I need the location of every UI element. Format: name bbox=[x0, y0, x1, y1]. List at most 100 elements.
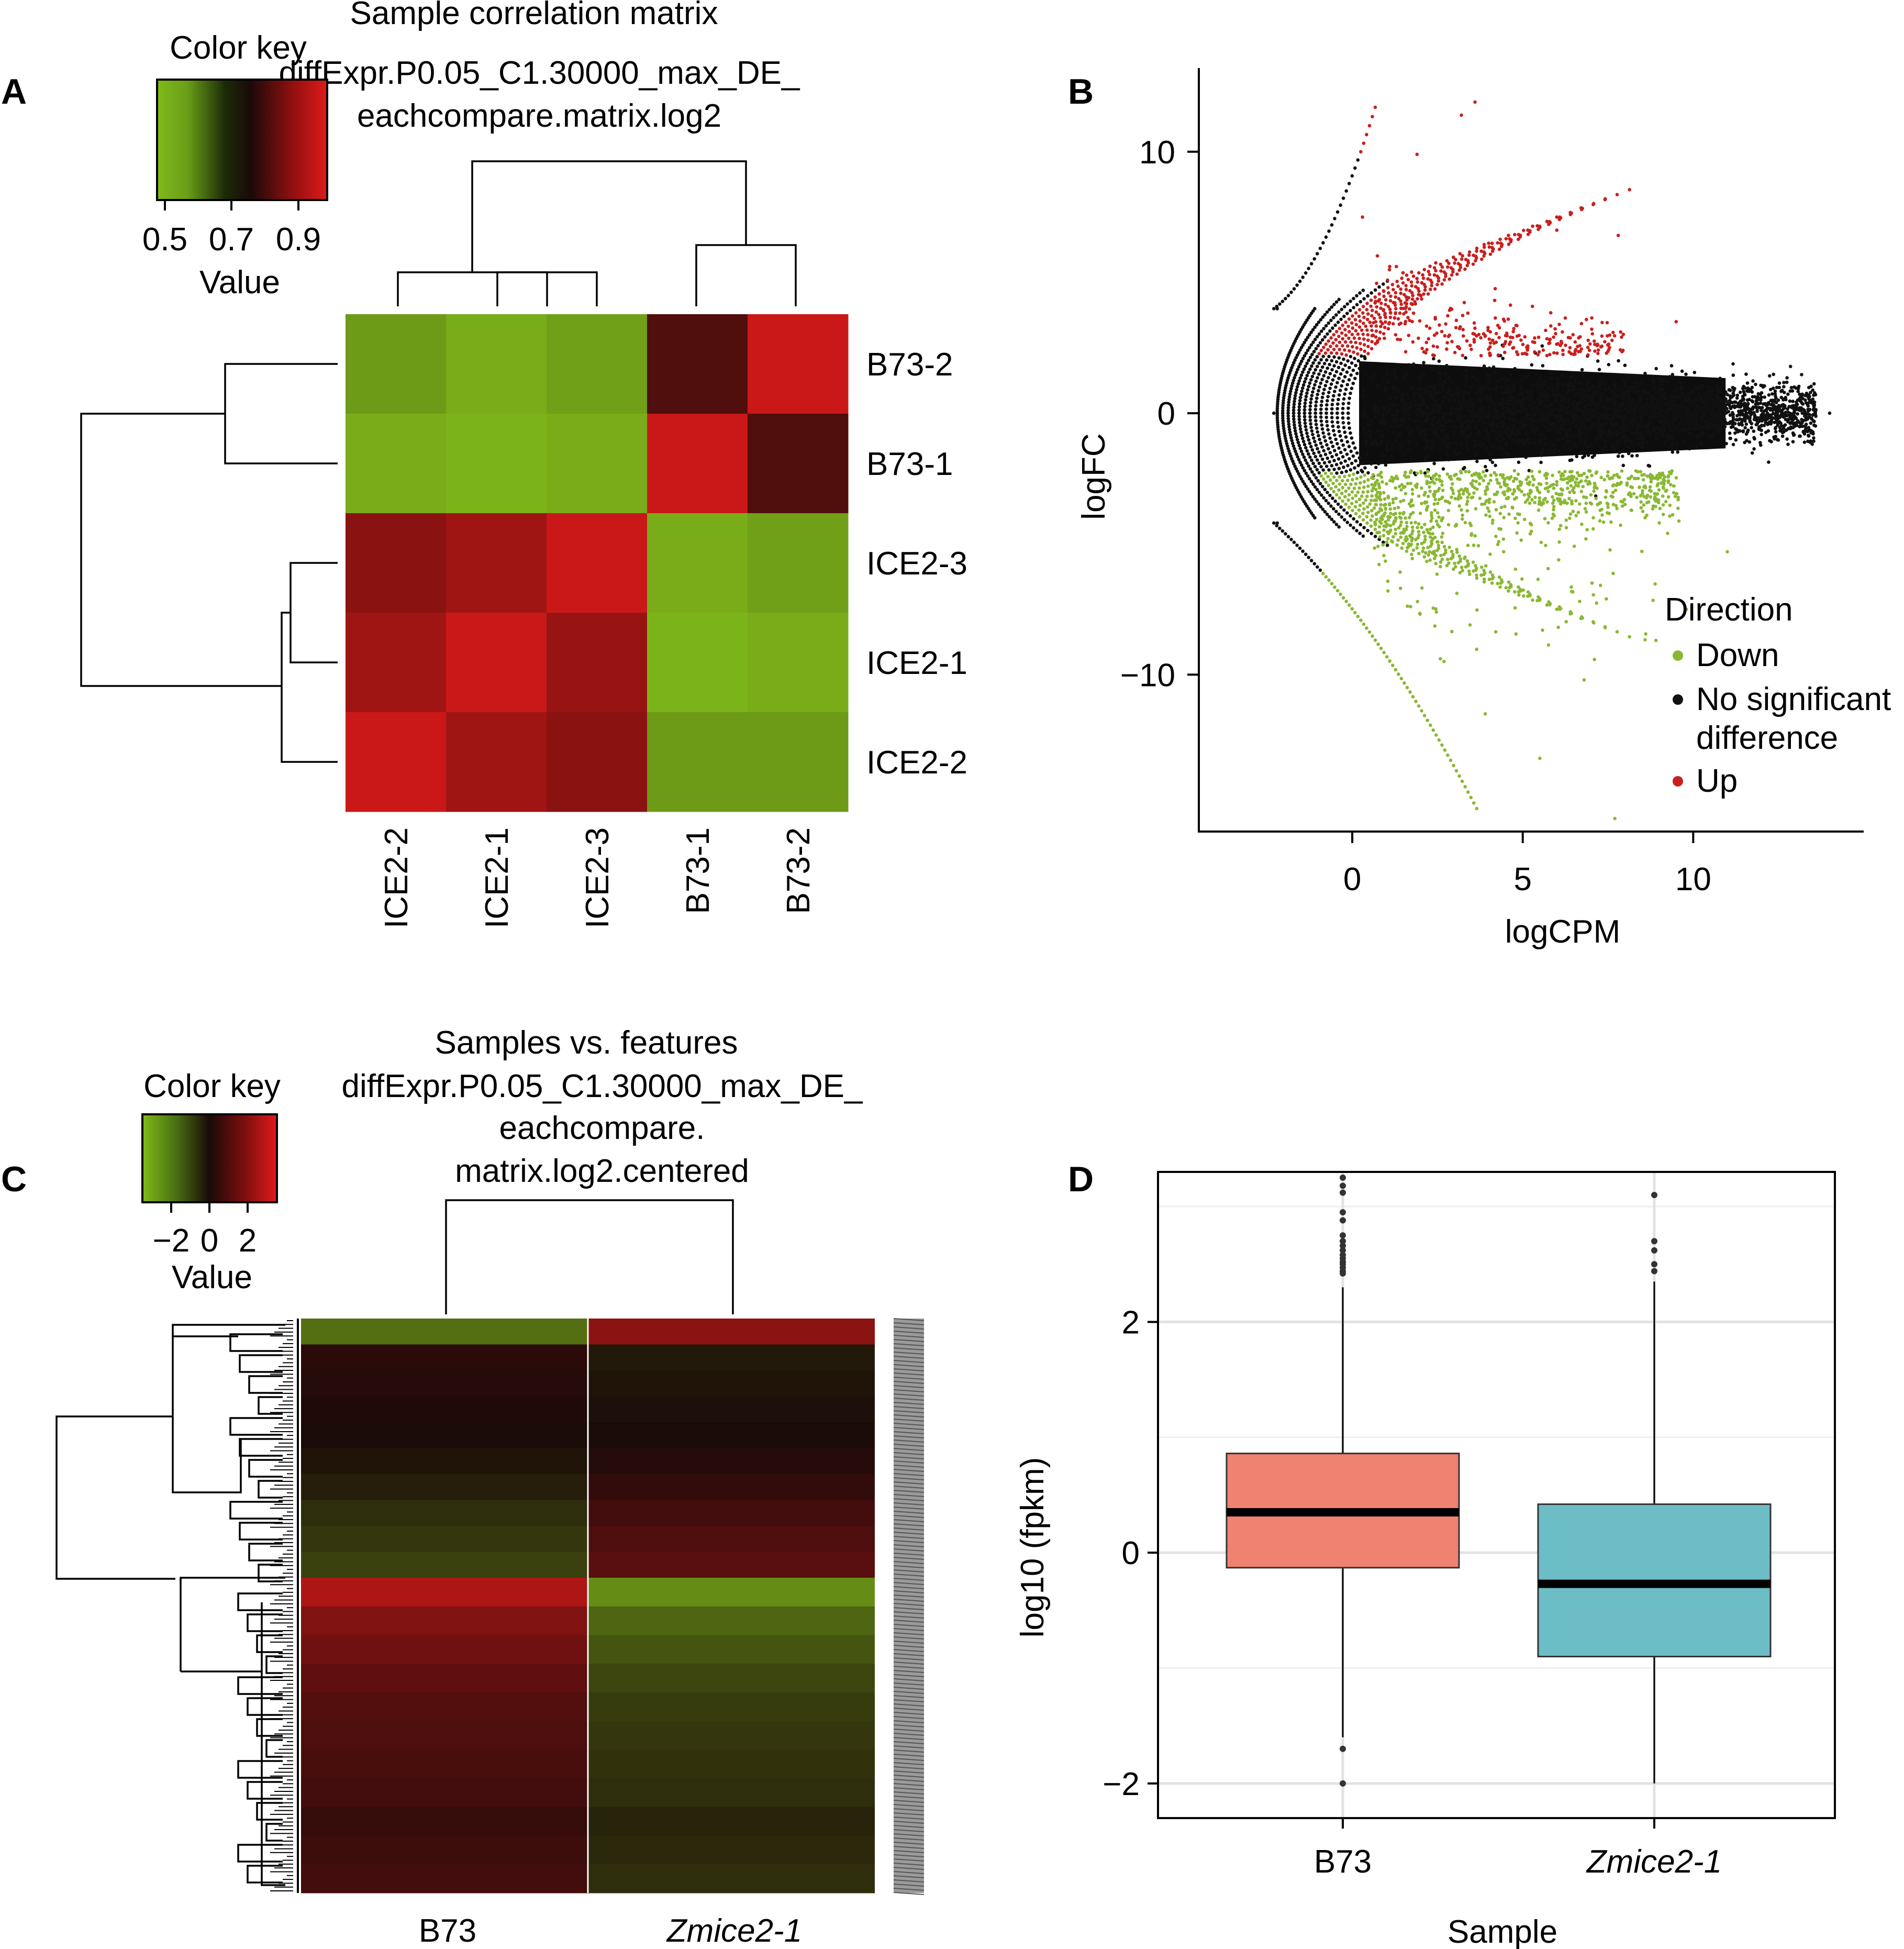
panel-b-point bbox=[1472, 338, 1476, 341]
panel-b-point bbox=[1568, 412, 1573, 416]
panel-b-point bbox=[1636, 437, 1640, 440]
panel-b-point bbox=[1321, 338, 1324, 342]
panel-b-point bbox=[1675, 386, 1679, 390]
panel-b-point bbox=[1571, 415, 1575, 418]
panel-b-point bbox=[1329, 351, 1333, 355]
panel-b-point bbox=[1406, 425, 1410, 429]
panel-b-point bbox=[1702, 406, 1706, 409]
panel-b-point bbox=[1507, 589, 1510, 593]
panel-b-point bbox=[1475, 459, 1479, 463]
panel-b-point bbox=[1356, 352, 1360, 356]
panel-b-point bbox=[1368, 502, 1372, 506]
panel-b-point bbox=[1487, 386, 1491, 391]
panel-b-point bbox=[1490, 460, 1495, 464]
panel-b-point bbox=[1350, 361, 1354, 365]
panel-b-point bbox=[1323, 370, 1328, 374]
panel-b-point bbox=[1406, 482, 1410, 485]
panel-b-point bbox=[1529, 391, 1532, 394]
panel-b-point bbox=[1304, 338, 1308, 342]
panel-b-point bbox=[1359, 347, 1363, 351]
panel-b-point bbox=[1346, 498, 1350, 502]
panel-b-point bbox=[1747, 390, 1751, 393]
panel-b-point bbox=[1365, 494, 1369, 499]
panel-b-point bbox=[1501, 473, 1505, 477]
panel-b-point bbox=[1339, 361, 1343, 366]
panel-b-point bbox=[1385, 427, 1389, 431]
panel-b-point bbox=[1413, 521, 1417, 525]
panel-b-point bbox=[1523, 351, 1527, 356]
panel-b-point bbox=[1585, 381, 1589, 385]
panel-b-point bbox=[1535, 420, 1539, 424]
panel-b-point bbox=[1340, 331, 1344, 335]
panel-b-point bbox=[1611, 330, 1615, 335]
panel-b-point bbox=[1357, 486, 1361, 490]
panel-b-point bbox=[1507, 386, 1511, 391]
panel-b-point bbox=[1518, 392, 1521, 396]
panel-b-point bbox=[1608, 413, 1611, 417]
panel-b-point bbox=[1413, 410, 1417, 414]
panel-b-point bbox=[1415, 425, 1419, 429]
panel-b-point bbox=[1451, 270, 1455, 274]
panel-b-point bbox=[1319, 454, 1322, 458]
panel-b-point bbox=[1774, 426, 1778, 429]
panel-b-point bbox=[1497, 326, 1501, 330]
panel-b-point bbox=[1344, 435, 1348, 439]
panel-b-point bbox=[1351, 478, 1354, 482]
panel-b-point bbox=[1468, 424, 1472, 428]
panel-b-point bbox=[1421, 549, 1424, 553]
panel-b-point bbox=[1312, 451, 1316, 455]
panel-b-point bbox=[1710, 405, 1714, 409]
panel-b-point bbox=[1437, 359, 1441, 363]
panel-b-point bbox=[1682, 404, 1686, 408]
panel-b-point bbox=[1321, 241, 1325, 245]
panel-b-point bbox=[1438, 474, 1441, 478]
panel-b-point bbox=[1396, 284, 1400, 288]
panel-b-point bbox=[1302, 415, 1307, 418]
panel-b-point bbox=[1315, 323, 1319, 327]
panel-b-point bbox=[1535, 488, 1540, 492]
panel-b-point bbox=[1326, 456, 1329, 460]
panel-b-point bbox=[1686, 424, 1690, 428]
panel-b-point bbox=[1324, 411, 1328, 415]
panel-b-point bbox=[1522, 493, 1526, 497]
panel-b-point bbox=[1757, 406, 1762, 409]
panel-b-point bbox=[1398, 431, 1402, 436]
panel-b-point bbox=[1329, 382, 1333, 386]
panel-b-point bbox=[1691, 420, 1696, 424]
panel-b-point bbox=[1571, 374, 1575, 378]
panel-b-point bbox=[1400, 276, 1404, 280]
panel-b-point bbox=[1373, 105, 1377, 109]
panel-b-point bbox=[1397, 672, 1400, 676]
panel-b-point bbox=[1317, 434, 1320, 438]
panel-b-point bbox=[1325, 403, 1329, 407]
panel-b-point bbox=[1448, 411, 1452, 415]
panel-b-point bbox=[1293, 447, 1296, 451]
panel-b-point bbox=[1305, 373, 1309, 378]
panel-b-point bbox=[1639, 506, 1643, 510]
panel-b-point bbox=[1346, 406, 1350, 410]
panel-b-point bbox=[1800, 401, 1804, 405]
panel-b-point bbox=[1786, 442, 1790, 446]
panel-b-point bbox=[1802, 440, 1807, 444]
panel-b-point bbox=[1417, 289, 1421, 293]
panel-b-point bbox=[1317, 450, 1321, 454]
panel-b-point bbox=[1486, 506, 1489, 510]
panel-b-point bbox=[1488, 405, 1491, 409]
panel-b-point bbox=[1365, 439, 1368, 444]
panel-b-point bbox=[1440, 540, 1444, 545]
panel-b-point bbox=[1317, 471, 1321, 475]
panel-b-point bbox=[1307, 358, 1310, 362]
panel-b-point bbox=[1668, 434, 1672, 437]
panel-b-point bbox=[1446, 265, 1450, 269]
panel-b-point bbox=[1374, 503, 1378, 506]
panel-b-point bbox=[1669, 403, 1674, 407]
panel-b-point bbox=[1308, 455, 1312, 459]
panel-b-point bbox=[1322, 387, 1326, 392]
panel-b-point bbox=[1620, 430, 1624, 434]
panel-b-point bbox=[1388, 311, 1393, 315]
panel-b-point bbox=[1380, 322, 1384, 326]
panel-b-point bbox=[1458, 265, 1463, 269]
panel-b-point bbox=[1531, 418, 1535, 423]
panel-b-point bbox=[1450, 419, 1453, 423]
panel-b-point bbox=[1499, 485, 1502, 489]
